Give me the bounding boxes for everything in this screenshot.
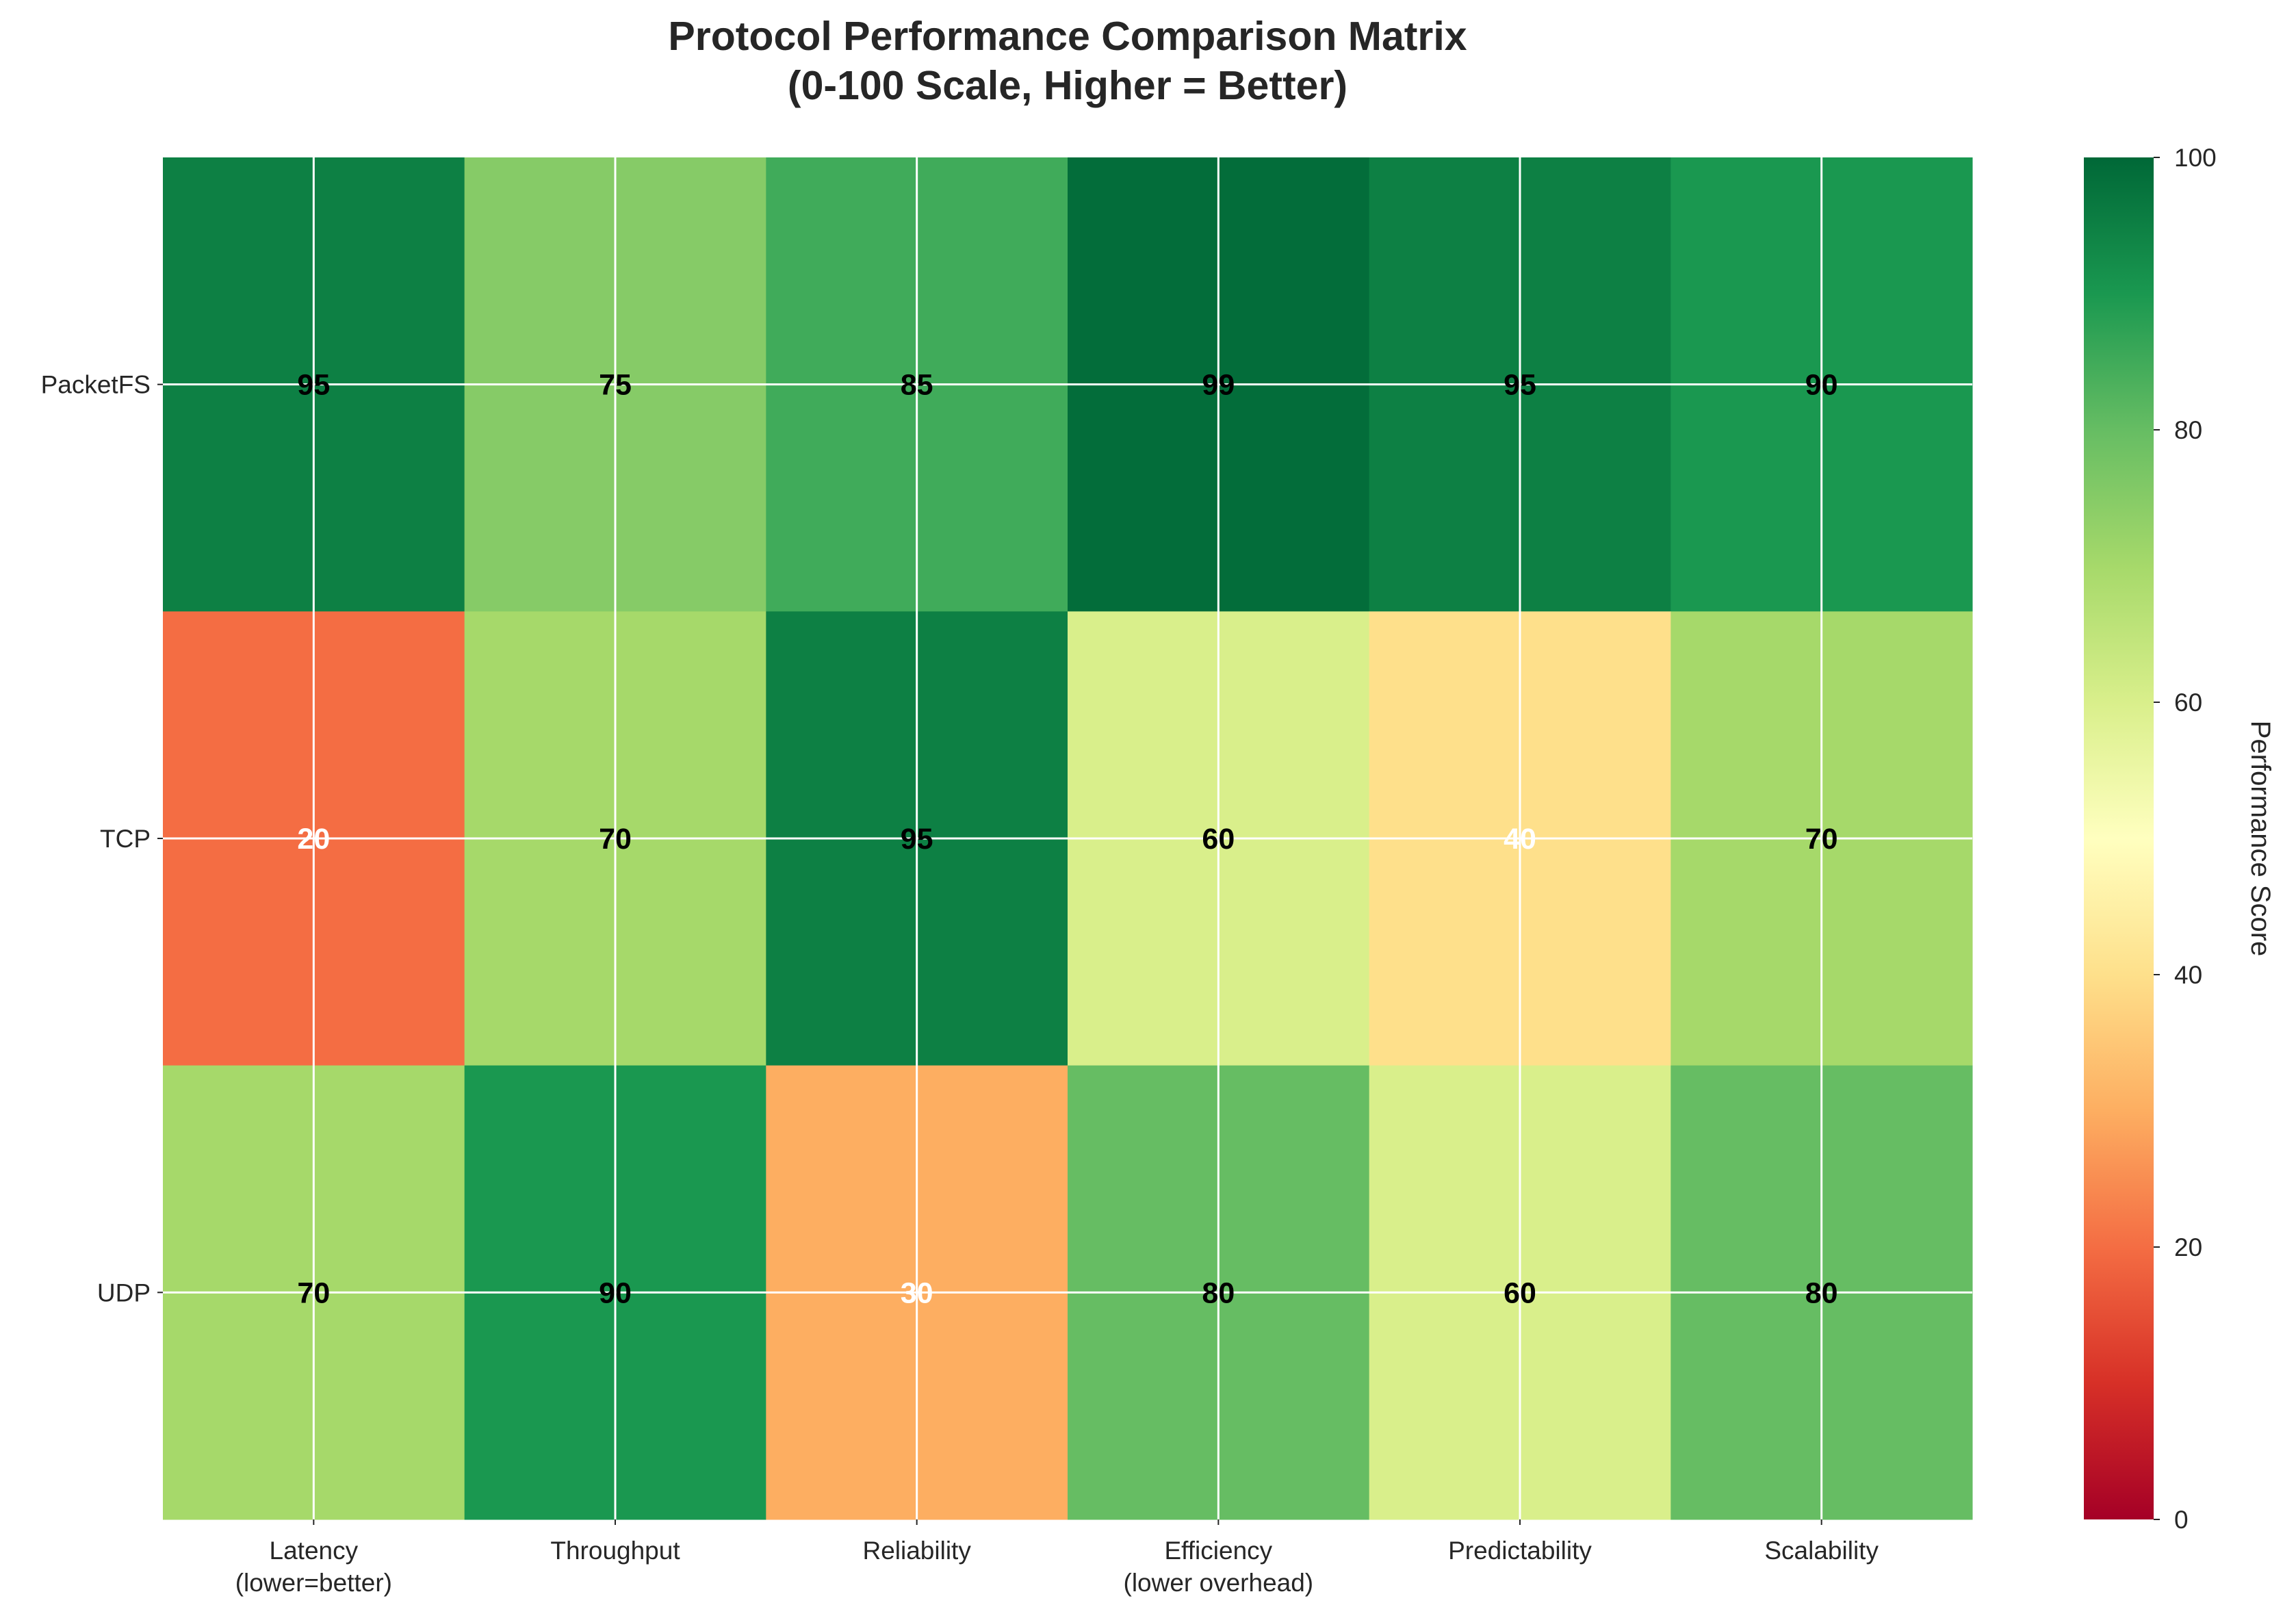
heatmap-value-label: 70 bbox=[297, 1276, 330, 1309]
heatmap-value-label: 20 bbox=[297, 823, 330, 856]
heatmap-value-label: 95 bbox=[901, 823, 933, 856]
heatmap-value-label: 90 bbox=[1805, 369, 1838, 402]
y-tick-label: TCP bbox=[100, 825, 151, 853]
heatmap-value-label: 70 bbox=[599, 823, 632, 856]
chart-title-line-1: Protocol Performance Comparison Matrix bbox=[668, 14, 1467, 59]
heatmap-value-label: 80 bbox=[1805, 1276, 1838, 1309]
heatmap-value-label: 99 bbox=[1202, 369, 1235, 402]
chart-title-line-2: (0-100 Scale, Higher = Better) bbox=[788, 63, 1347, 108]
heatmap-value-label: 80 bbox=[1202, 1276, 1235, 1309]
heatmap-value-label: 40 bbox=[1504, 823, 1536, 856]
heatmap-value-labels: 95 75 85 99 95 90 20 70 95 60 40 70 70 90 30 80 60 80 bbox=[297, 369, 1837, 1310]
x-axis: Latency (lower=better) Throughput Reliabili… bbox=[235, 1519, 1879, 1597]
heatmap-value-label: 85 bbox=[901, 369, 933, 402]
heatmap-value-label: 90 bbox=[599, 1276, 632, 1309]
heatmap-value-label: 95 bbox=[297, 369, 330, 402]
colorbar-tick-label: 20 bbox=[2174, 1233, 2202, 1261]
y-tick-label: PacketFS bbox=[41, 371, 151, 399]
x-tick-label: Throughput bbox=[550, 1537, 680, 1565]
heatmap-value-label: 60 bbox=[1202, 823, 1235, 856]
x-tick-label: Efficiency (lower overhead) bbox=[1124, 1537, 1314, 1597]
heatmap-value-label: 70 bbox=[1805, 823, 1838, 856]
heatmap-value-label: 75 bbox=[599, 369, 632, 402]
heatmap-value-label: 30 bbox=[901, 1276, 933, 1309]
x-tick-label: Reliability bbox=[862, 1537, 971, 1565]
heatmap-value-label: 95 bbox=[1504, 369, 1536, 402]
colorbar-tick-label: 40 bbox=[2174, 961, 2202, 989]
heatmap-value-label: 60 bbox=[1504, 1276, 1536, 1309]
x-tick-label: Scalability bbox=[1764, 1537, 1879, 1565]
heatmap-gridlines bbox=[163, 157, 1972, 1519]
colorbar-label: Performance Score bbox=[2245, 721, 2275, 957]
colorbar-gradient bbox=[2084, 157, 2154, 1519]
y-axis: PacketFS TCP UDP bbox=[41, 371, 163, 1307]
colorbar-tick-label: 80 bbox=[2174, 416, 2202, 444]
colorbar-tick-label: 60 bbox=[2174, 689, 2202, 717]
colorbar-tick-label: 100 bbox=[2174, 144, 2217, 172]
colorbar: Performance Score 0 20 40 60 80 100 bbox=[2084, 144, 2275, 1534]
y-tick-label: UDP bbox=[97, 1279, 151, 1307]
colorbar-tick-label: 0 bbox=[2174, 1506, 2189, 1534]
chart-title: Protocol Performance Comparison Matrix (… bbox=[668, 14, 1467, 108]
x-tick-label: Latency (lower=better) bbox=[235, 1537, 392, 1597]
x-tick-label: Predictability bbox=[1448, 1537, 1592, 1565]
